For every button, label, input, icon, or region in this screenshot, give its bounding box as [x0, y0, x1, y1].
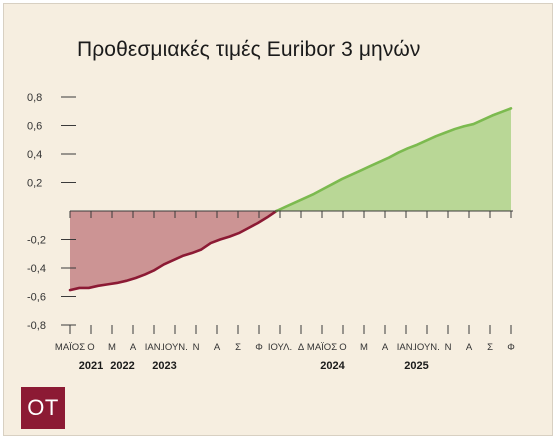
series-lines: [68, 107, 513, 292]
page-title: Προθεσμιακές τιμές Euribor 3 μηνών: [77, 38, 421, 61]
y-tick-label: 0,8: [27, 92, 42, 104]
x-tick-label: ΜΑΪΟΣ: [55, 342, 85, 353]
x-tick-label: ΙΑΝ.: [397, 342, 415, 353]
x-tick-label: ΙΟΥΝ.: [414, 342, 440, 353]
x-tick-label: Α: [382, 342, 389, 353]
ot-logo: ΟΤ: [21, 387, 65, 429]
y-tick-label: 0,4: [27, 149, 42, 161]
y-tick-label: 0,6: [27, 121, 42, 133]
year-label: 2024: [320, 360, 345, 372]
y-axis: 0,8 0,6 0,4 0,2 -0,2 -0,4 -0,6 -0,8: [27, 92, 76, 332]
y-tick-label: -0,6: [27, 292, 46, 304]
x-tick-label: Ν: [193, 342, 200, 353]
year-label: 2021: [79, 360, 103, 372]
x-tick-label: Α: [130, 342, 137, 353]
x-tick-label: ΙΑΝ.: [145, 342, 163, 353]
year-label: 2025: [404, 360, 428, 372]
x-tick-label: Σ: [235, 342, 241, 353]
positive-series-line: [275, 107, 513, 213]
x-tick-label: Σ: [487, 342, 493, 353]
zero-axis: [69, 210, 513, 218]
y-tick-label: 0,2: [27, 178, 42, 190]
x-tick-label: Φ: [507, 342, 515, 353]
area-fills: [70, 108, 511, 291]
x-tick-label: Δ: [298, 342, 305, 353]
x-tick-label: ΙΟΥΛ.: [268, 342, 292, 353]
x-tick-label: ΜΑΪΟΣ: [307, 342, 337, 353]
year-label: 2023: [152, 360, 176, 372]
x-tick-label: Ο: [339, 342, 346, 353]
negative-area: [70, 211, 277, 291]
x-tick-label: ΙΟΥΝ.: [162, 342, 188, 353]
x-tick-label: Ο: [87, 342, 94, 353]
x-tick-label: Φ: [255, 342, 263, 353]
year-label: 2022: [110, 360, 134, 372]
x-tick-label: Ν: [445, 342, 452, 353]
y-tick-label: -0,2: [27, 235, 46, 247]
y-tick-label: -0,8: [27, 320, 46, 332]
x-tick-label: Μ: [108, 342, 116, 353]
positive-area: [276, 108, 511, 211]
x-tick-label: Α: [214, 342, 221, 353]
x-axis: ΜΑΪΟΣ Ο Μ Α ΙΑΝ.ΙΟΥΝ. Ν Α Σ Φ ΙΟΥΛ. Δ ΜΑΪΟΣ Ο Μ Α ΙΑΝ.Ι…: [55, 325, 515, 372]
y-tick-label: -0,4: [27, 263, 46, 275]
x-tick-label: Α: [466, 342, 473, 353]
x-tick-label: Μ: [360, 342, 368, 353]
negative-series-line: [68, 209, 278, 292]
